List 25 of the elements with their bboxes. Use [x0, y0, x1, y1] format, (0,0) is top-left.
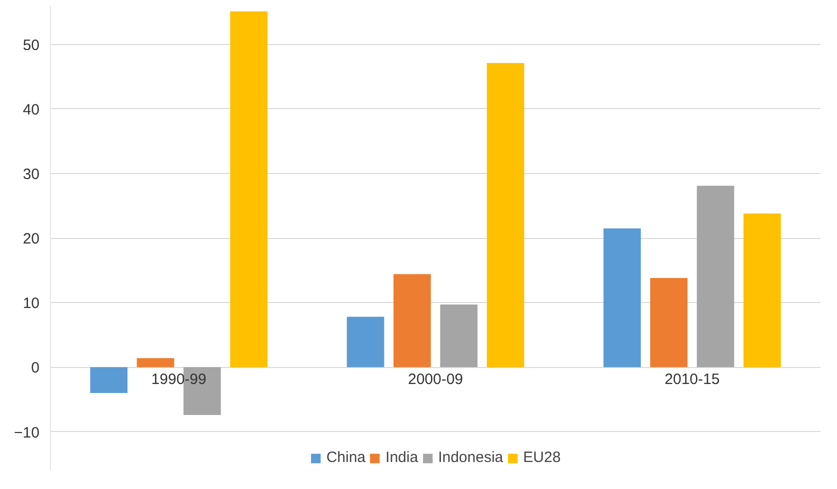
bar — [346, 316, 384, 368]
x-tick-label: 2000-09 — [408, 371, 464, 388]
y-tick-label: −10 — [14, 424, 40, 442]
bar — [136, 358, 174, 368]
bar — [90, 367, 128, 393]
bar — [744, 213, 781, 368]
y-tick-label: 40 — [22, 101, 40, 118]
bar — [440, 304, 478, 368]
legend-label: China — [326, 449, 366, 466]
x-tick-label: 1990-99 — [151, 371, 206, 388]
y-tick-label: 10 — [22, 295, 40, 312]
bar — [486, 62, 524, 368]
legend-label: Indonesia — [438, 449, 504, 466]
bar — [230, 11, 268, 368]
bar — [394, 274, 431, 368]
y-tick-label: 0 — [31, 360, 40, 377]
y-tick-label: 50 — [22, 36, 40, 54]
y-tick-label: 20 — [22, 230, 40, 248]
legend-label: EU28 — [523, 449, 561, 466]
bar — [604, 228, 641, 368]
y-tick-label: 30 — [22, 166, 40, 183]
bar — [696, 186, 734, 368]
bar — [650, 278, 688, 368]
legend-label: India — [386, 449, 418, 466]
x-tick-label: 2010-15 — [664, 371, 720, 388]
